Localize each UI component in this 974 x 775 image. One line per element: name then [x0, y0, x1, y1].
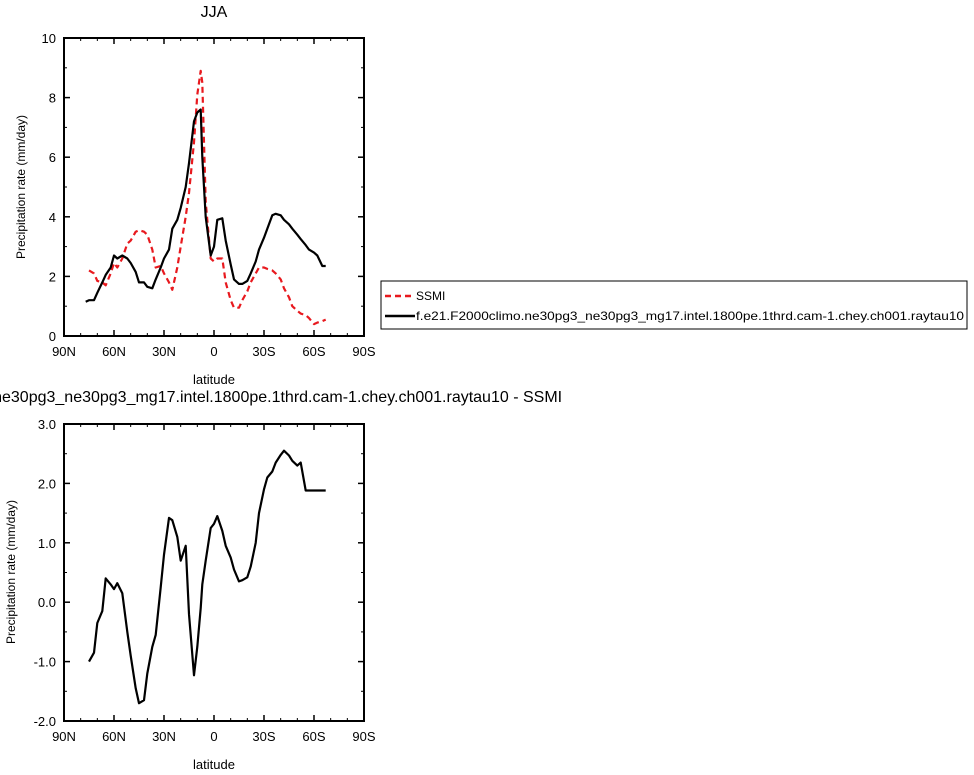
- chart-bottom-ytick-label: 2.0: [38, 476, 56, 491]
- chart-top-xtick-label: 60S: [302, 344, 325, 359]
- chart-top-ytick-label: 8: [49, 91, 56, 106]
- chart-bottom-xtick-label: 0: [210, 729, 217, 744]
- chart-top-title: JJA: [201, 4, 228, 21]
- legend-label-ssmi: SSMI: [416, 289, 445, 303]
- chart-bottom-xtick-label: 30S: [252, 729, 275, 744]
- chart-bottom-plot-frame: [63, 423, 365, 722]
- chart-top-ytick-label: 6: [49, 150, 56, 165]
- chart-top-xlabel: latitude: [193, 372, 235, 387]
- chart-bottom-series-line-0: [88, 449, 326, 705]
- chart-bottom-ylabel: Precipitation rate (mm/day): [4, 500, 18, 644]
- chart-bottom-series-layer: [88, 449, 326, 705]
- chart-bottom-ytick-label: 0.0: [38, 595, 56, 610]
- chart-bottom-xtick-label: 60N: [102, 729, 126, 744]
- chart-top-ylabel: Precipitation rate (mm/day): [14, 115, 28, 259]
- chart-top-series-line-0: [88, 69, 327, 326]
- chart-top-legend: SSMI f.e21.F2000climo.ne30pg3_ne30pg3_mg…: [380, 280, 968, 330]
- chart-top-series-line-1: [85, 108, 326, 303]
- chart-bottom-ytick-label: 3.0: [38, 417, 56, 432]
- chart-top-plot-frame: [63, 37, 365, 337]
- chart-top-xtick-label: 0: [210, 344, 217, 359]
- chart-top-ytick-label: 2: [49, 269, 56, 284]
- chart-top-ytick-label: 10: [42, 31, 56, 46]
- chart-top-ticks: 90N 60N 30N 0 30S 60S 90S 0 2 4 6 8 10: [42, 31, 376, 359]
- chart-bottom-panel: f.e21.F2000climo.ne30pg3_ne30pg3_mg17.in…: [0, 389, 562, 772]
- chart-bottom-xtick-label: 30N: [152, 729, 176, 744]
- chart-bottom-xtick-label: 60S: [302, 729, 325, 744]
- chart-bottom-ticks: 90N 60N 30N 0 30S 60S 90S -2.0 -1.0 0.0 1.0 2.0 3.0: [34, 417, 376, 744]
- chart-top-ytick-label: 4: [49, 210, 56, 225]
- legend-frame: [380, 280, 968, 330]
- chart-bottom-xlabel: latitude: [193, 757, 235, 772]
- chart-bottom-ytick-label: -2.0: [34, 714, 56, 729]
- chart-top-xtick-label: 90N: [52, 344, 76, 359]
- chart-top-xtick-label: 30S: [252, 344, 275, 359]
- chart-top-xtick-label: 90S: [352, 344, 375, 359]
- chart-top-xtick-label: 30N: [152, 344, 176, 359]
- chart-bottom-xtick-label: 90S: [352, 729, 375, 744]
- chart-top-series-layer: [85, 69, 327, 326]
- chart-top-ytick-label: 0: [49, 329, 56, 344]
- chart-bottom-xtick-label: 90N: [52, 729, 76, 744]
- legend-label-model: f.e21.F2000climo.ne30pg3_ne30pg3_mg17.in…: [416, 309, 964, 323]
- chart-bottom-ytick-label: 1.0: [38, 536, 56, 551]
- chart-bottom-ytick-label: -1.0: [34, 655, 56, 670]
- chart-top-panel: JJA Precipitation rate (mm/day) latitude…: [14, 4, 376, 387]
- chart-top-xtick-label: 60N: [102, 344, 126, 359]
- chart-bottom-title: f.e21.F2000climo.ne30pg3_ne30pg3_mg17.in…: [0, 389, 562, 406]
